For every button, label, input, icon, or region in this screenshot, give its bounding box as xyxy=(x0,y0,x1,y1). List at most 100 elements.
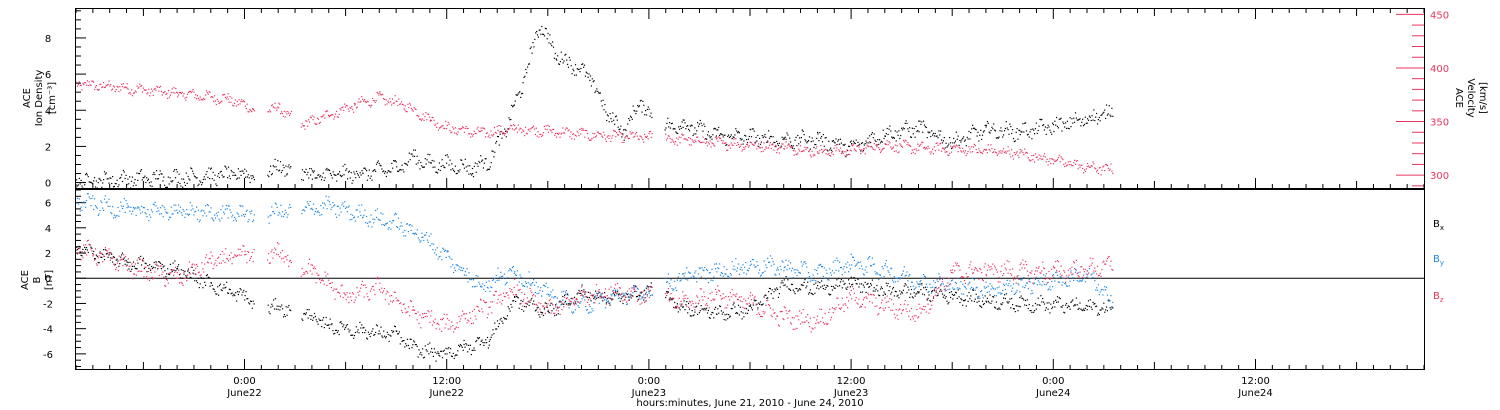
bx-point xyxy=(580,292,582,294)
bx-point xyxy=(856,283,858,285)
velocity-point xyxy=(1004,151,1006,153)
density-point xyxy=(340,175,342,178)
by-point xyxy=(369,221,371,223)
velocity-point xyxy=(411,109,413,111)
density-point xyxy=(542,33,544,35)
velocity-point xyxy=(114,90,116,93)
density-point xyxy=(742,143,744,145)
bx-point xyxy=(391,330,393,332)
density-point xyxy=(133,182,135,184)
bx-point xyxy=(901,291,903,293)
bz-point xyxy=(166,279,168,281)
by-point xyxy=(866,271,868,273)
velocity-point xyxy=(130,93,132,95)
density-point xyxy=(677,132,679,135)
bx-point xyxy=(1034,302,1037,305)
velocity-point xyxy=(201,98,203,100)
velocity-point xyxy=(613,130,615,132)
velocity-point xyxy=(1053,159,1055,161)
bx-point xyxy=(1053,300,1055,303)
bx-point xyxy=(820,286,822,288)
density-point xyxy=(487,168,489,170)
velocity-point xyxy=(688,144,691,146)
density-point xyxy=(715,135,718,137)
density-point xyxy=(987,122,989,124)
velocity-point xyxy=(611,137,613,139)
velocity-point xyxy=(281,112,283,115)
density-point xyxy=(940,130,942,132)
bx-point xyxy=(1074,304,1076,306)
density-point xyxy=(593,80,595,82)
density-point xyxy=(329,172,332,175)
density-point xyxy=(821,141,824,143)
density-point xyxy=(697,125,700,127)
bx-point xyxy=(945,296,947,298)
velocity-point xyxy=(634,135,636,137)
velocity-point xyxy=(1003,151,1006,154)
by-point xyxy=(544,285,546,288)
by-point xyxy=(818,264,820,266)
by-point xyxy=(1059,276,1061,278)
velocity-point xyxy=(1109,168,1111,170)
bx-point xyxy=(746,308,748,310)
bx-point xyxy=(1089,299,1091,301)
bx-point xyxy=(366,337,368,339)
velocity-point xyxy=(143,89,145,91)
density-point xyxy=(406,163,408,165)
density-point xyxy=(552,41,554,43)
by-point xyxy=(693,276,695,278)
bx-point xyxy=(990,302,992,304)
bx-point xyxy=(221,289,223,292)
density-point xyxy=(982,131,984,133)
bx-point xyxy=(115,259,117,261)
density-point xyxy=(450,169,452,171)
by-point xyxy=(1022,286,1024,288)
bz-point xyxy=(85,254,88,256)
density-point xyxy=(155,178,157,180)
by-point xyxy=(748,267,750,269)
bx-point xyxy=(764,294,766,296)
density-point xyxy=(955,131,957,133)
density-point xyxy=(384,172,386,174)
by-point xyxy=(1086,276,1088,278)
bx-point xyxy=(278,305,280,307)
bx-point xyxy=(523,310,525,312)
by-point xyxy=(472,279,474,281)
density-point xyxy=(1091,115,1093,117)
velocity-point xyxy=(666,139,668,141)
bx-point xyxy=(872,290,874,292)
density-point xyxy=(920,123,922,125)
velocity-point xyxy=(671,138,673,140)
bx-point xyxy=(287,306,289,308)
by-point xyxy=(215,212,217,214)
bx-point xyxy=(861,291,864,293)
by-point xyxy=(1009,280,1011,282)
by-point xyxy=(234,218,237,220)
density-point xyxy=(424,158,426,160)
bx-point xyxy=(501,320,503,322)
velocity-point xyxy=(931,151,933,153)
density-point xyxy=(338,171,341,173)
bx-point xyxy=(876,284,878,287)
velocity-point xyxy=(249,109,251,111)
by-point xyxy=(642,296,644,298)
density-point xyxy=(356,170,358,172)
by-point xyxy=(205,215,208,217)
velocity-point xyxy=(157,86,159,88)
velocity-point xyxy=(328,116,330,118)
bz-point xyxy=(159,265,161,267)
bx-point xyxy=(438,352,440,354)
bx-point xyxy=(164,270,166,272)
velocity-point xyxy=(457,131,459,133)
by-point xyxy=(207,204,209,207)
bx-point xyxy=(932,297,935,299)
bx-point xyxy=(361,324,363,326)
density-point xyxy=(666,122,668,124)
density-point xyxy=(119,177,121,179)
velocity-point xyxy=(481,130,483,132)
density-point xyxy=(679,125,681,127)
bx-point xyxy=(1012,304,1014,306)
density-point xyxy=(833,141,835,143)
velocity-point xyxy=(321,116,323,118)
density-point xyxy=(1049,129,1051,131)
